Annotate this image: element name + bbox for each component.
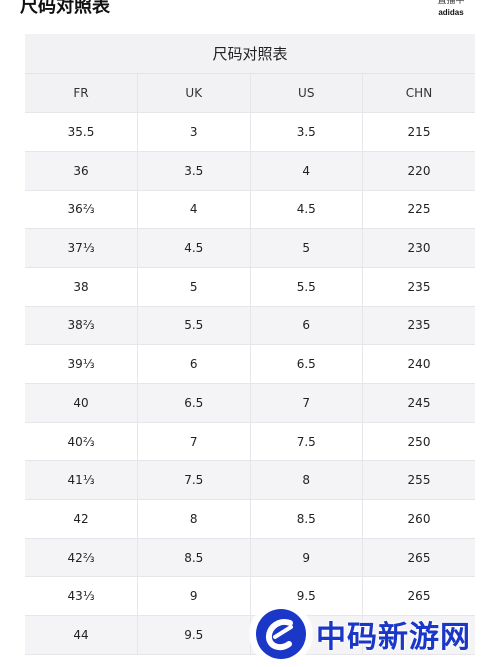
cell-chn: 265 — [362, 538, 475, 578]
column-header-uk: UK — [137, 74, 251, 114]
cell-fr: 41⅓ — [25, 460, 138, 501]
watermark-logo-icon — [252, 604, 310, 663]
table-row: 42 8 8.5 260 — [25, 499, 475, 539]
cell-fr: 36⅔ — [25, 190, 138, 230]
cell-fr: 42 — [25, 499, 138, 539]
cell-fr: 44 — [25, 615, 138, 655]
table-row: 35.5 3 3.5 215 — [25, 112, 475, 152]
cell-chn — [362, 615, 475, 655]
cell-uk: 5.5 — [137, 306, 251, 346]
cell-uk: 3.5 — [137, 151, 251, 191]
cell-fr: 43⅓ — [25, 576, 138, 617]
cell-chn: 220 — [362, 151, 475, 191]
cell-us: 8.5 — [250, 499, 363, 539]
size-chart-body: 35.5 3 3.5 215 36 3.5 4 220 36⅔ 4 4.5 225 37⅓ 4.5 5 230… — [25, 112, 475, 655]
column-header-us: US — [250, 74, 363, 114]
cell-us: 7.5 — [250, 422, 363, 462]
cell-us: 5.5 — [250, 267, 363, 307]
table-header-row: FR UK US CHN — [25, 74, 475, 114]
cell-uk: 7.5 — [137, 460, 251, 501]
cell-uk: 9.5 — [137, 615, 251, 655]
cell-uk: 6.5 — [137, 383, 251, 423]
cell-fr: 40 — [25, 383, 138, 423]
cell-fr: 42⅔ — [25, 538, 138, 578]
cell-us: 3.5 — [250, 112, 363, 152]
cell-fr: 35.5 — [25, 112, 138, 152]
size-chart-card: 尺码对照表 FR UK US CHN 35.5 3 3.5 215 36 3.5 4 220 3… — [25, 34, 475, 667]
table-row: 38 5 5.5 235 — [25, 267, 475, 307]
cell-us: 9 — [250, 538, 363, 578]
cell-chn: 230 — [362, 228, 475, 268]
cell-chn: 240 — [362, 344, 475, 384]
cell-chn: 250 — [362, 422, 475, 462]
cell-fr: 40⅔ — [25, 422, 138, 462]
cell-uk: 8.5 — [137, 538, 251, 578]
brand-live-label: 直播中 — [437, 0, 465, 6]
cell-chn: 245 — [362, 383, 475, 423]
table-row: 38⅔ 5.5 6 235 — [25, 306, 475, 346]
cell-us: 6 — [250, 306, 363, 346]
cell-us: 8 — [250, 460, 363, 501]
table-row: 40⅔ 7 7.5 250 — [25, 422, 475, 462]
cell-us: 4.5 — [250, 190, 363, 230]
table-row: 41⅓ 7.5 8 255 — [25, 460, 475, 501]
brand-name: adidas — [438, 8, 464, 17]
table-row: 44 9.5 — [25, 615, 475, 655]
column-header-chn: CHN — [362, 74, 475, 114]
cell-chn: 225 — [362, 190, 475, 230]
size-chart-table: FR UK US CHN 35.5 3 3.5 215 36 3.5 4 220 36⅔ 4 4.5… — [25, 74, 475, 655]
cell-chn: 260 — [362, 499, 475, 539]
cell-uk: 3 — [137, 112, 251, 152]
cell-fr: 38 — [25, 267, 138, 307]
cell-fr: 38⅔ — [25, 306, 138, 346]
cell-uk: 8 — [137, 499, 251, 539]
page-title: 尺码对照表 — [20, 0, 110, 17]
watermark: 中码新游网 — [252, 600, 500, 667]
table-row: 42⅔ 8.5 9 265 — [25, 538, 475, 578]
cell-uk: 9 — [137, 576, 251, 617]
cell-us: 6.5 — [250, 344, 363, 384]
cell-uk: 5 — [137, 267, 251, 307]
cell-uk: 4 — [137, 190, 251, 230]
cell-us: 4 — [250, 151, 363, 191]
table-row: 37⅓ 4.5 5 230 — [25, 228, 475, 268]
cell-fr: 36 — [25, 151, 138, 191]
table-row: 40 6.5 7 245 — [25, 383, 475, 423]
cell-us: 7 — [250, 383, 363, 423]
cell-chn: 235 — [362, 306, 475, 346]
cell-uk: 6 — [137, 344, 251, 384]
cell-chn: 255 — [362, 460, 475, 501]
cell-chn: 215 — [362, 112, 475, 152]
watermark-text: 中码新游网 — [316, 619, 471, 655]
cell-uk: 4.5 — [137, 228, 251, 268]
cell-fr: 37⅓ — [25, 228, 138, 268]
cell-fr: 39⅓ — [25, 344, 138, 384]
brand-logo: 直播中 adidas — [416, 0, 486, 28]
table-caption: 尺码对照表 — [25, 34, 475, 74]
cell-chn: 265 — [362, 576, 475, 617]
table-row: 39⅓ 6 6.5 240 — [25, 344, 475, 384]
table-row: 36⅔ 4 4.5 225 — [25, 190, 475, 230]
column-header-fr: FR — [25, 74, 138, 114]
cell-uk: 7 — [137, 422, 251, 462]
cell-chn: 235 — [362, 267, 475, 307]
cell-us: 5 — [250, 228, 363, 268]
table-row: 36 3.5 4 220 — [25, 151, 475, 191]
table-row: 43⅓ 9 9.5 265 — [25, 576, 475, 617]
